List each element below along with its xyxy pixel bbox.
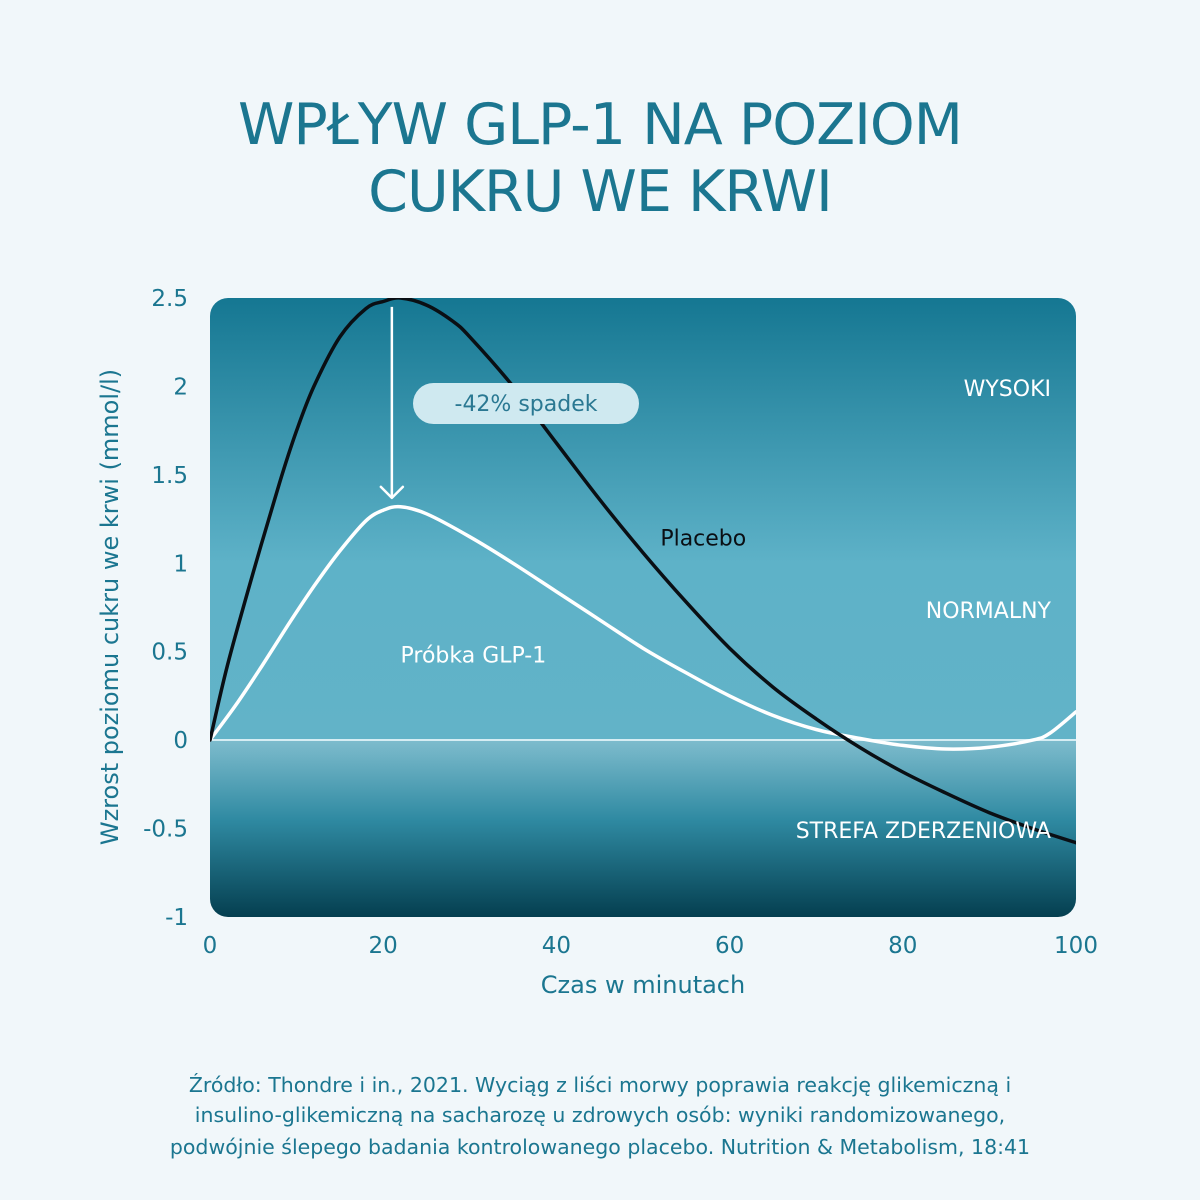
source-note: Źródło: Thondre i in., 2021. Wyciąg z li… <box>170 1072 1030 1159</box>
zone-label-strefa-zderzeniowa: STREFA ZDERZENIOWA <box>796 819 1051 844</box>
x-tick-label: 100 <box>1054 933 1098 959</box>
x-axis-label: Czas w minutach <box>541 971 745 999</box>
y-tick-label: 2 <box>173 374 188 400</box>
annotation-arrow-head <box>379 485 405 500</box>
x-tick-label: 20 <box>369 933 398 959</box>
y-tick-label: 2.5 <box>151 286 188 312</box>
series-label-placebo: Placebo <box>660 527 746 552</box>
x-tick-label: 0 <box>203 933 218 959</box>
y-tick-label: 1.5 <box>151 463 188 489</box>
chart-title: WPŁYW GLP-1 NA POZIOM CUKRU WE KRWI <box>238 92 963 225</box>
x-tick-label: 60 <box>715 933 744 959</box>
source-line-3: podwójnie ślepego badania kontrolowanego… <box>170 1135 1030 1159</box>
source-line-2: insulino-glikemiczną na sacharozę u zdro… <box>195 1103 1005 1127</box>
x-tick-label: 40 <box>542 933 571 959</box>
annotation-badge <box>413 383 639 424</box>
source-line-1: Źródło: Thondre i in., 2021. Wyciąg z li… <box>189 1072 1011 1097</box>
zone-label-wysoki: WYSOKI <box>964 377 1051 402</box>
title-line-1: WPŁYW GLP-1 NA POZIOM <box>238 92 962 158</box>
annotations: WYSOKI NORMALNY STREFA ZDERZENIOWA Placebo P… <box>379 306 1052 844</box>
series-label-probka-glp-1: Próbka GLP-1 <box>401 643 547 668</box>
plot-area <box>210 298 1076 917</box>
y-tick-label: -1 <box>165 905 188 931</box>
y-axis-ticks: 2.5 2 1.5 1 0.5 0 -0.5 -1 <box>143 286 188 931</box>
y-tick-label: 0.5 <box>151 640 188 666</box>
annotation-badge-text: -42% spadek <box>455 392 598 417</box>
title-line-2: CUKRU WE KRWI <box>368 159 832 225</box>
x-axis-ticks: 0 20 40 60 80 100 <box>203 933 1098 959</box>
y-tick-label: 0 <box>173 728 188 754</box>
x-tick-label: 80 <box>888 933 917 959</box>
y-tick-label: -0.5 <box>143 817 188 843</box>
plot-background-positive <box>210 298 1076 740</box>
y-axis-label: Wzrost poziomu cukru we krwi (mmol/l) <box>96 369 124 845</box>
plot-background-negative <box>210 740 1076 917</box>
y-tick-label: 1 <box>173 551 188 577</box>
series-line-probka-glp-1 <box>210 504 1076 751</box>
zone-label-normalny: NORMALNY <box>926 599 1052 624</box>
